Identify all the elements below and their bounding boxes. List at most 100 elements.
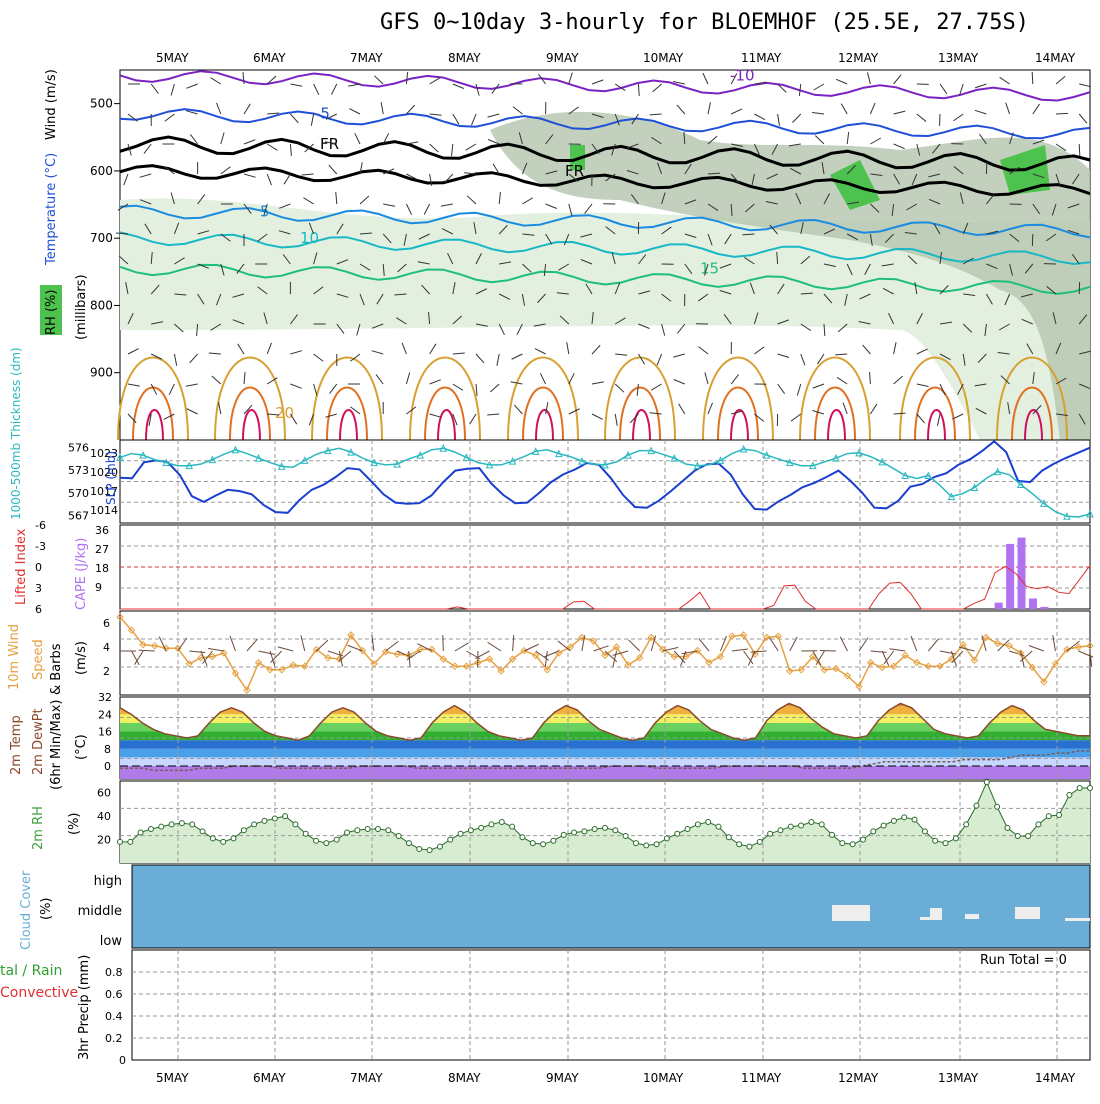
rh2m-point bbox=[159, 824, 164, 829]
li-tick-label: 3 bbox=[35, 582, 42, 595]
temp-tick-label: 8 bbox=[104, 743, 111, 756]
bottom-date-label: 10MAY bbox=[643, 1071, 684, 1085]
rh2m-point bbox=[675, 831, 680, 836]
cloud-block bbox=[1065, 918, 1090, 921]
ylabel-cloud-cover: Cloud Cover bbox=[19, 870, 34, 950]
ylabel-wind: Wind (m/s) bbox=[44, 69, 59, 140]
rh2m-point bbox=[210, 836, 215, 841]
isotherm-label: 15 bbox=[700, 259, 719, 277]
rh2m-point bbox=[1015, 834, 1020, 839]
rh2m-point bbox=[778, 828, 783, 833]
temp-tick-label: 24 bbox=[98, 708, 112, 721]
rh2m-point bbox=[489, 822, 494, 827]
li-tick-label: -6 bbox=[35, 519, 46, 532]
rh2m-point bbox=[922, 829, 927, 834]
rh2m-point bbox=[375, 827, 380, 832]
rh2m-point bbox=[664, 836, 669, 841]
y-tick-label: 700 bbox=[90, 231, 113, 245]
thickness-tick-label: 570 bbox=[68, 487, 89, 500]
bottom-date-label: 14MAY bbox=[1035, 1071, 1076, 1085]
rh2m-point bbox=[561, 832, 566, 837]
li-tick-label: 6 bbox=[35, 603, 42, 616]
temp-tick-label: 32 bbox=[98, 691, 112, 704]
wind-tick-label: 6 bbox=[103, 617, 110, 630]
cape-tick-label: 9 bbox=[95, 581, 102, 594]
cloud-block bbox=[1015, 907, 1040, 919]
rh2m-point bbox=[1026, 834, 1031, 839]
rh2m-point bbox=[406, 841, 411, 846]
rh2m-point bbox=[974, 803, 979, 808]
rh2m-point bbox=[654, 842, 659, 847]
precip-tick-label: 0.8 bbox=[105, 966, 123, 979]
rh2m-point bbox=[860, 837, 865, 842]
rh2m-point bbox=[499, 820, 504, 825]
wind-barb bbox=[1056, 113, 1068, 114]
rh2m-point bbox=[809, 820, 814, 825]
rh2m-point bbox=[1077, 786, 1082, 791]
rh2m-point bbox=[768, 831, 773, 836]
surface-wind-barb bbox=[820, 650, 836, 651]
cloud-cover-frame bbox=[132, 865, 1090, 948]
rh2m-point bbox=[479, 825, 484, 830]
cloud-level-low: low bbox=[100, 934, 123, 949]
rh2m-point bbox=[995, 804, 1000, 809]
top-date-label: 10MAY bbox=[643, 51, 684, 65]
rh2m-point bbox=[1005, 825, 1010, 830]
cloud-level-high: high bbox=[94, 874, 122, 889]
ylabel-rh2m: 2m RH bbox=[31, 806, 46, 850]
rh2m-point bbox=[891, 818, 896, 823]
rh2m-point bbox=[1046, 814, 1051, 819]
bottom-date-label: 12MAY bbox=[838, 1071, 879, 1085]
wind-barb bbox=[1032, 72, 1033, 84]
cape-bar bbox=[1006, 544, 1014, 609]
rh2m-point bbox=[231, 836, 236, 841]
rh2m-point bbox=[830, 832, 835, 837]
rh2m-point bbox=[902, 815, 907, 820]
isotherm-label: 10 bbox=[300, 229, 319, 247]
top-date-label: 9MAY bbox=[546, 51, 579, 65]
precip-tick-label: 0.2 bbox=[105, 1032, 123, 1045]
rh2m-point bbox=[303, 831, 308, 836]
ylabel-millibars: (millibars) bbox=[74, 274, 89, 340]
rh2m-point bbox=[314, 838, 319, 843]
rh2m-point bbox=[716, 824, 721, 829]
temp-band bbox=[120, 740, 1090, 749]
rh2m-point bbox=[613, 828, 618, 833]
rh2m-point bbox=[128, 839, 133, 844]
rh2m-point bbox=[881, 823, 886, 828]
bottom-date-label: 5MAY bbox=[156, 1071, 189, 1085]
rh2m-point bbox=[1057, 812, 1062, 817]
rh2m-point bbox=[520, 835, 525, 840]
isotherm-label: -5 bbox=[315, 105, 330, 123]
rh2m-point bbox=[582, 829, 587, 834]
rh2m-point bbox=[799, 823, 804, 828]
rh2m-point bbox=[757, 839, 762, 844]
rh2m-point bbox=[644, 843, 649, 848]
rh2m-point bbox=[541, 842, 546, 847]
top-date-label: 8MAY bbox=[448, 51, 481, 65]
isotherm-label: FR bbox=[565, 162, 584, 180]
rh2m-point bbox=[530, 841, 535, 846]
cloud-block bbox=[930, 908, 942, 918]
freezing-band bbox=[120, 766, 1090, 779]
rh2m-point bbox=[355, 828, 360, 833]
rh-tick-label: 20 bbox=[97, 834, 111, 847]
bottom-date-label: 11MAY bbox=[741, 1071, 782, 1085]
rh2m-point bbox=[819, 822, 824, 827]
ylabel-rh2m-units: (%) bbox=[67, 813, 82, 836]
y-tick-label: 500 bbox=[90, 97, 113, 111]
rh2m-point bbox=[592, 827, 597, 832]
rh2m-point bbox=[572, 830, 577, 835]
rh2m-point bbox=[262, 818, 267, 823]
top-date-label: 12MAY bbox=[838, 51, 879, 65]
rh2m-point bbox=[386, 828, 391, 833]
top-date-label: 5MAY bbox=[156, 51, 189, 65]
rh2m-point bbox=[933, 838, 938, 843]
ylabel-cloud-units: (%) bbox=[39, 898, 54, 921]
rh2m-point bbox=[737, 842, 742, 847]
rh-tick-label: 40 bbox=[97, 810, 111, 823]
ylabel-temp: 2m Temp bbox=[9, 715, 24, 775]
top-date-label: 13MAY bbox=[938, 51, 979, 65]
ylabel-temp-units: (°C) bbox=[74, 734, 89, 760]
top-date-label: 11MAY bbox=[741, 51, 782, 65]
